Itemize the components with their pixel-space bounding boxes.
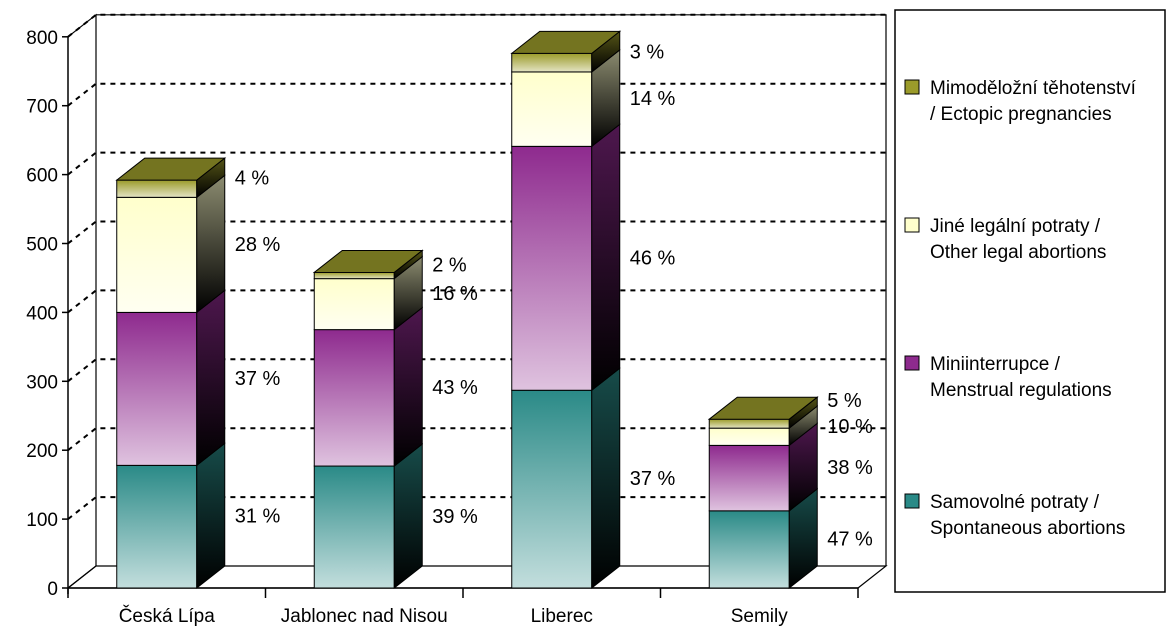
legend-label: Menstrual regulations (930, 380, 1112, 401)
category-label: Liberec (531, 606, 593, 627)
bar-segment (708, 427, 790, 446)
back-wall-right (96, 14, 887, 566)
percent-label: 37 % (235, 368, 281, 390)
legend-label: Miniinterrupce / (930, 354, 1061, 375)
y-tick-label: 700 (26, 97, 58, 118)
percent-label: 10 % (827, 416, 873, 438)
legend-swatch (904, 355, 920, 371)
percent-label: 2 % (432, 255, 467, 277)
gridline (67, 82, 886, 107)
y-tick-label: 100 (26, 510, 58, 531)
percent-label: 37 % (630, 468, 676, 490)
gridline (67, 358, 886, 383)
percent-label: 47 % (827, 528, 873, 550)
legend-label: Samovolné potraty / (930, 492, 1100, 513)
back-wall-left (67, 13, 97, 589)
gridline (67, 13, 886, 38)
bar-segment-side (196, 174, 226, 314)
legend-label: Jiné legální potraty / (930, 216, 1101, 237)
bar-segment (313, 271, 395, 280)
bar-top (312, 249, 424, 273)
bar-segment-side (196, 289, 226, 467)
percent-label: 39 % (432, 506, 478, 528)
percent-label: 38 % (827, 457, 873, 479)
legend-swatch (904, 493, 920, 509)
legend-label: / Ectopic pregnancies (930, 104, 1112, 125)
bar-segment (116, 179, 198, 198)
percent-label: 5 % (827, 390, 862, 412)
y-tick-label: 200 (26, 441, 58, 462)
percent-label: 31 % (235, 506, 281, 528)
percent-labels: 31 % 37 % 28 % 4 % 39 % 43 % 16 % 2 % 37 % 46 % 14… (235, 42, 873, 551)
legend-label: Spontaneous abortions (930, 518, 1125, 539)
category-label: Česká Lípa (119, 605, 216, 627)
gridline (67, 427, 886, 451)
y-tick-label: 300 (26, 372, 58, 393)
legend: Mimoděložní těhotenství / Ectopic pregnan… (894, 9, 1166, 593)
bar-segment (708, 510, 790, 589)
percent-label: 28 % (235, 234, 281, 256)
bar-segment (313, 278, 395, 331)
bar-segment-side (196, 442, 226, 590)
legend-label: Other legal abortions (930, 242, 1106, 263)
percent-label: 14 % (630, 88, 676, 110)
bar-segment (511, 71, 593, 147)
bar-segment (313, 465, 395, 589)
gridlines (67, 13, 886, 520)
bar-segment (116, 464, 198, 589)
bar-segment (708, 418, 790, 429)
y-tick-label: 400 (26, 303, 58, 324)
percent-label: 43 % (432, 377, 478, 399)
y-tick-label: 0 (47, 579, 58, 600)
category-label: Semily (731, 606, 789, 627)
bar-top (115, 157, 227, 181)
gridline (67, 289, 886, 314)
bar-segment (511, 389, 593, 589)
bar-segment (708, 444, 790, 512)
percent-label: 4 % (235, 168, 270, 190)
bar-segment-side (591, 123, 621, 392)
y-tick-label: 800 (26, 28, 58, 49)
category-label: Jablonec nad Nisou (281, 606, 448, 627)
legend-label: Mimoděložní těhotenství (930, 78, 1137, 99)
y-tick-label: 500 (26, 235, 58, 256)
bar-segment (511, 145, 593, 391)
bar-top (707, 396, 819, 420)
percent-label: 3 % (630, 42, 665, 64)
gridline (67, 151, 886, 176)
bar-segment-side (393, 306, 423, 468)
percent-label: 46 % (630, 247, 676, 269)
legend-box (894, 9, 1166, 593)
bar-segment-side (393, 443, 423, 590)
bar-segment (511, 52, 593, 73)
bar-segment-side (591, 367, 621, 590)
bars (115, 30, 819, 590)
bar-segment (313, 329, 395, 467)
bar-segment (116, 196, 198, 313)
gridline (67, 496, 886, 520)
legend-swatch (904, 217, 920, 233)
y-tick-label: 600 (26, 166, 58, 187)
gridline (67, 220, 886, 245)
legend-swatch (904, 79, 920, 95)
bar-top (510, 30, 622, 54)
percent-label: 16 % (432, 283, 478, 305)
axes: 0 100 200 300 400 500 600 700 800 Česká Lípa Jablo… (26, 28, 859, 627)
bar-segment (116, 311, 198, 466)
